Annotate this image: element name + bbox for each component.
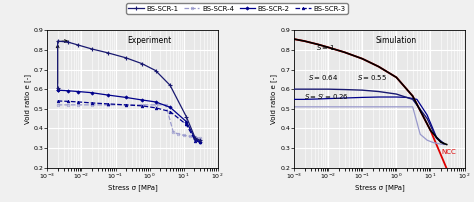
- Text: $S = S' = 0.26$: $S = S' = 0.26$: [304, 92, 349, 102]
- Text: $S = 0.55$: $S = 0.55$: [357, 74, 387, 82]
- X-axis label: Stress σ [MPa]: Stress σ [MPa]: [355, 184, 404, 191]
- Legend: BS-SCR-1, BS-SCR-4, BS-SCR-2, BS-SCR-3: BS-SCR-1, BS-SCR-4, BS-SCR-2, BS-SCR-3: [127, 3, 347, 14]
- Y-axis label: Void ratio e [-]: Void ratio e [-]: [24, 74, 31, 124]
- Text: Simulation: Simulation: [376, 36, 417, 45]
- Text: NCC: NCC: [442, 149, 456, 155]
- X-axis label: Stress σ [MPa]: Stress σ [MPa]: [108, 184, 157, 191]
- Text: $S = 1$: $S = 1$: [317, 43, 335, 52]
- Text: $S = 0.64$: $S = 0.64$: [308, 74, 338, 82]
- Y-axis label: Void ratio e [-]: Void ratio e [-]: [271, 74, 277, 124]
- Text: Experiment: Experiment: [128, 36, 172, 45]
